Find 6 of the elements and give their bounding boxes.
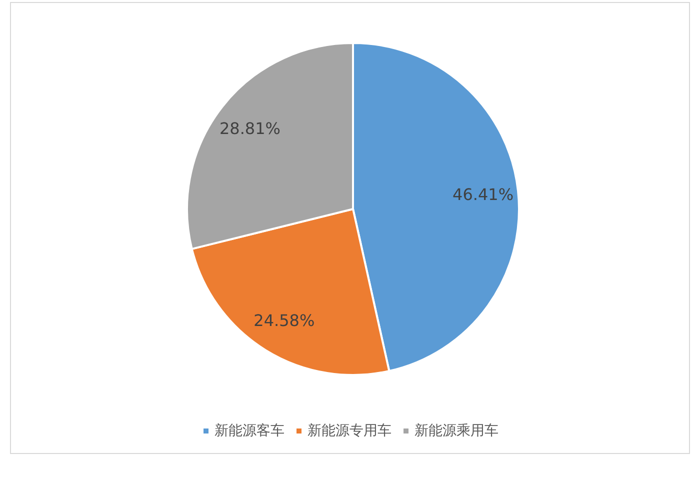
legend-label: 新能源专用车 bbox=[308, 423, 392, 439]
data-label: 28.81% bbox=[219, 118, 280, 138]
data-label: 46.41% bbox=[452, 185, 514, 204]
legend-label: 新能源客车 bbox=[214, 423, 284, 439]
legend-label: 新能源乘用车 bbox=[414, 423, 498, 439]
data-label: 24.58% bbox=[254, 310, 315, 330]
